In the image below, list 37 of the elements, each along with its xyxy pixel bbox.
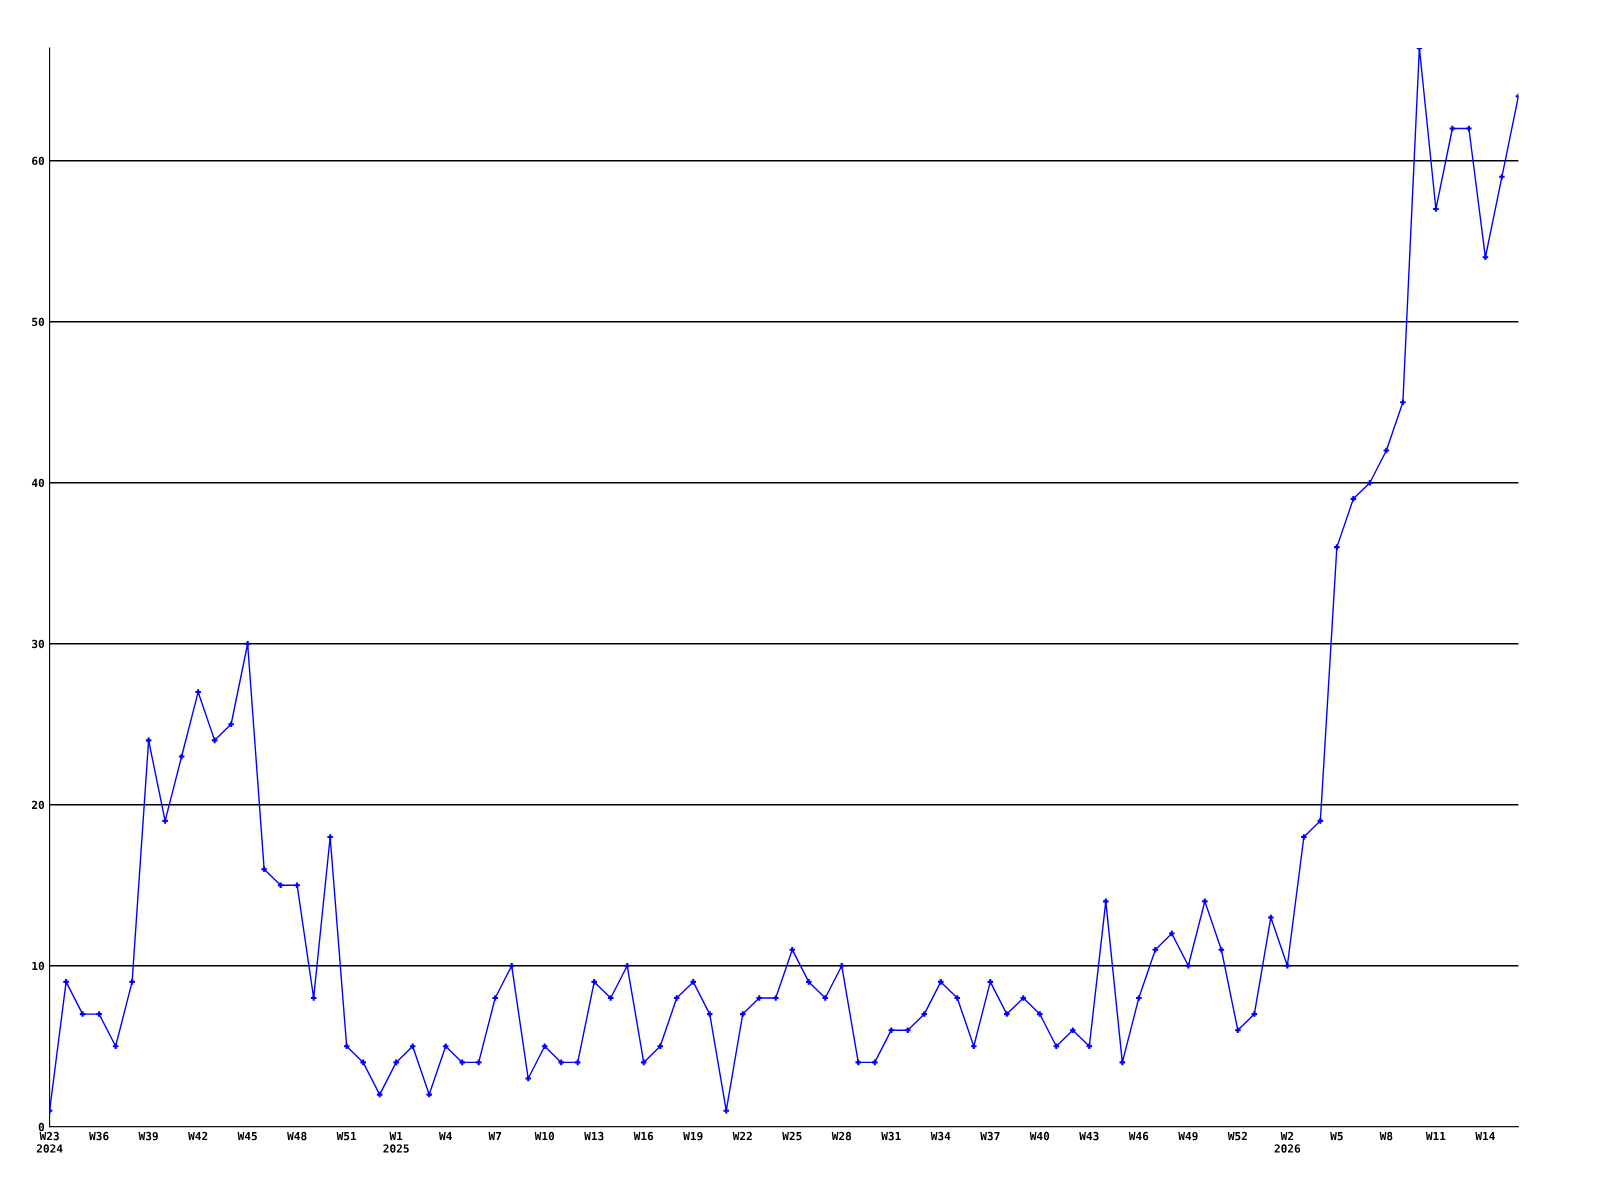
x-tick-label: W13: [584, 1131, 604, 1141]
y-tick-label: 20: [31, 800, 45, 810]
x-tick-label: W25: [782, 1131, 802, 1141]
x-tick-label: W45: [237, 1132, 257, 1141]
x-tick-label: W46: [1128, 1131, 1149, 1141]
x-tick-label: W2 2026: [1274, 1131, 1301, 1153]
y-tick-label: 40: [31, 478, 45, 488]
x-tick-label: W39: [138, 1131, 158, 1141]
x-tick-label: W43: [1079, 1131, 1099, 1141]
y-tick-label: 0: [38, 1122, 45, 1132]
x-tick-label: W4: [438, 1132, 452, 1141]
y-tick-label: 60: [32, 156, 45, 166]
x-tick-label: W10: [534, 1131, 555, 1141]
x-tick-label: W36: [89, 1131, 109, 1141]
x-tick-label: W48: [287, 1131, 307, 1141]
x-tick-label: W52: [1227, 1131, 1247, 1141]
y-tick-label: 30: [32, 639, 45, 649]
x-tick-label: W40: [1029, 1131, 1050, 1141]
x-tick-label: W19: [683, 1131, 703, 1141]
x-tick-label: W5: [1330, 1132, 1343, 1141]
x-tick-label: W1 2025: [383, 1132, 409, 1153]
x-tick-label: W22: [732, 1131, 752, 1141]
x-tick-label: W31: [881, 1131, 901, 1141]
x-tick-label: W28: [831, 1131, 852, 1141]
y-tick-label: 10: [32, 961, 45, 971]
x-tick-label: W42: [188, 1131, 208, 1141]
x-tick-label: W49: [1178, 1131, 1198, 1141]
x-tick-label: W11: [1425, 1132, 1446, 1141]
x-tick-label: W7: [488, 1132, 502, 1141]
y-tick-label: 50: [32, 317, 45, 327]
x-tick-label: W23 2024: [36, 1131, 63, 1153]
x-tick-label: W51: [336, 1132, 357, 1141]
x-tick-label: W37: [980, 1131, 1000, 1141]
x-tick-label: W14: [1475, 1132, 1495, 1141]
x-tick-label: W8: [1379, 1131, 1393, 1141]
x-tick-label: W34: [930, 1131, 951, 1141]
x-tick-label: W16: [633, 1131, 654, 1141]
